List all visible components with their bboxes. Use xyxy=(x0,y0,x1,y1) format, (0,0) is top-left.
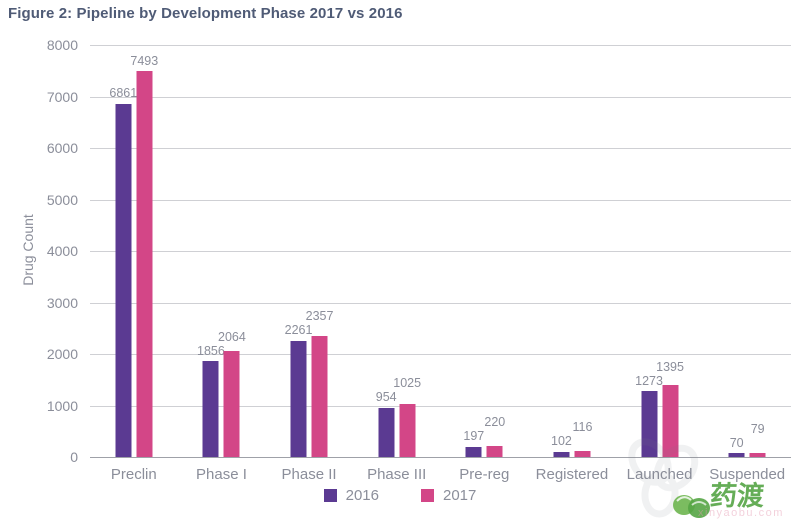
bar-2016-phase-ii xyxy=(290,340,307,457)
gridline xyxy=(90,302,791,304)
bar-value-label-2017: 2064 xyxy=(218,329,246,344)
legend-label-2016: 2016 xyxy=(345,487,379,504)
legend: 2016 2017 xyxy=(0,487,800,504)
bar-group-registered: 102 116 Registered xyxy=(528,45,616,483)
bar-value-label-2017: 7493 xyxy=(130,53,159,68)
y-tick-label: 4000 xyxy=(46,243,78,259)
bar-group-pre-reg: 197 220 Pre-reg xyxy=(441,45,529,483)
gridline xyxy=(90,45,791,46)
bar-2017-phase-i xyxy=(223,350,240,457)
bar-value-label-2016: 1856 xyxy=(197,343,225,358)
bar-2016-launched xyxy=(641,391,658,457)
y-tick-label: 5000 xyxy=(46,191,78,208)
bar-2017-preclin xyxy=(136,71,153,457)
bar-value-label-2017: 1395 xyxy=(656,359,684,374)
watermark-url-text: xinyaobu.com xyxy=(698,507,784,519)
bar-value-label-2016: 102 xyxy=(551,434,572,449)
bar-2016-phase-i xyxy=(202,361,219,457)
y-tick-label: 7000 xyxy=(46,88,78,105)
bar-2017-phase-iii xyxy=(399,404,416,457)
bar-value-label-2016: 197 xyxy=(463,429,485,444)
x-axis-baseline xyxy=(90,457,791,458)
yaodu-leaf-logo-icon xyxy=(673,495,710,518)
bar-2017-launched xyxy=(662,385,679,457)
y-tick-label: 3000 xyxy=(46,294,78,311)
x-axis-label: Launched xyxy=(626,466,693,483)
x-axis-label: Suspended xyxy=(709,466,786,483)
bar-group-suspended: 70 79 Suspended xyxy=(703,45,791,483)
bar-group-phase-i: 1856 2064 Phase I xyxy=(178,45,266,483)
gridline xyxy=(90,354,791,355)
bar-2016-suspended xyxy=(728,453,745,457)
x-axis-label: Registered xyxy=(535,466,609,483)
bar-value-label-2016: 70 xyxy=(729,435,744,450)
bar-value-label-2017: 79 xyxy=(750,421,765,436)
y-tick-label: 2000 xyxy=(46,346,78,362)
bar-value-label-2017: 2357 xyxy=(305,309,334,324)
gridline xyxy=(90,251,791,252)
bar-value-label-2017: 1025 xyxy=(393,376,422,391)
x-axis-label: Phase II xyxy=(281,466,337,483)
legend-item-2016: 2016 xyxy=(323,487,379,504)
bar-group-preclin: 6861 7493 Preclin xyxy=(90,45,178,483)
gridline xyxy=(90,405,791,407)
bar-2017-phase-ii xyxy=(311,335,328,457)
bar-value-label-2016: 2261 xyxy=(284,323,313,338)
bar-value-label-2016: 954 xyxy=(375,390,397,405)
legend-swatch-2016-icon xyxy=(323,489,337,502)
x-axis-label: Preclin xyxy=(110,466,157,483)
x-axis-label: Phase III xyxy=(367,466,427,483)
y-tick-label: 8000 xyxy=(46,37,78,53)
y-tick-label: 0 xyxy=(70,449,78,465)
y-tick-label: 1000 xyxy=(46,397,78,414)
bar-group-launched: 1273 1395 Launched xyxy=(616,45,704,483)
y-tick-label: 6000 xyxy=(46,140,78,156)
x-axis-label: Pre-reg xyxy=(459,466,510,483)
bar-value-label-2017: 116 xyxy=(572,420,593,435)
bar-2017-pre-reg xyxy=(486,445,503,457)
bar-value-label-2017: 220 xyxy=(484,415,506,430)
bar-2016-phase-iii xyxy=(378,407,395,457)
chart-title: Figure 2: Pipeline by Development Phase … xyxy=(8,5,403,22)
bar-2016-pre-reg xyxy=(465,446,482,457)
bar-groups: 6861 7493 Preclin 1856 2064 Phase I 2261 2357 Ph… xyxy=(90,45,791,483)
gridline xyxy=(90,199,791,201)
bar-2017-registered xyxy=(574,451,591,457)
bar-2016-preclin xyxy=(115,103,132,457)
bar-2016-registered xyxy=(553,451,570,457)
faint-clover-watermark-icon xyxy=(628,438,699,518)
plot-area: 6861 7493 Preclin 1856 2064 Phase I 2261 2357 Ph… xyxy=(90,45,791,483)
legend-label-2017: 2017 xyxy=(443,487,477,504)
gridline xyxy=(90,96,791,98)
gridline xyxy=(90,148,791,149)
watermark-brand-text: 药渡 xyxy=(708,481,766,511)
x-axis-label: Phase I xyxy=(196,466,247,483)
bar-group-phase-iii: 954 1025 Phase III xyxy=(353,45,441,483)
legend-swatch-2017-icon xyxy=(421,489,434,502)
bar-2017-suspended xyxy=(749,452,766,457)
bar-group-phase-ii: 2261 2357 Phase II xyxy=(265,45,353,483)
bar-value-label-2016: 1273 xyxy=(635,373,663,388)
bar-value-label-2016: 6861 xyxy=(109,86,138,101)
legend-item-2017: 2017 xyxy=(421,487,476,504)
